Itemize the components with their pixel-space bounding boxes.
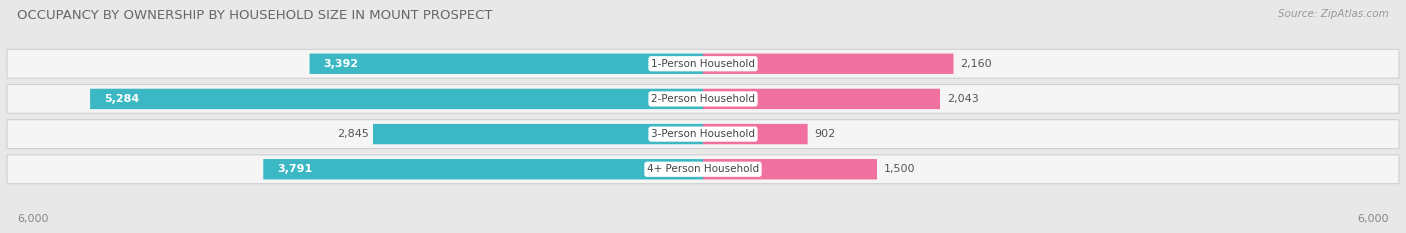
FancyBboxPatch shape: [263, 159, 703, 179]
FancyBboxPatch shape: [7, 155, 1399, 184]
Text: 2,043: 2,043: [946, 94, 979, 104]
Text: 902: 902: [814, 129, 835, 139]
Text: 2,845: 2,845: [337, 129, 368, 139]
Text: OCCUPANCY BY OWNERSHIP BY HOUSEHOLD SIZE IN MOUNT PROSPECT: OCCUPANCY BY OWNERSHIP BY HOUSEHOLD SIZE…: [17, 9, 492, 22]
FancyBboxPatch shape: [373, 124, 703, 144]
FancyBboxPatch shape: [7, 85, 1399, 113]
Text: 5,284: 5,284: [104, 94, 139, 104]
Text: 6,000: 6,000: [1358, 214, 1389, 224]
Text: 1-Person Household: 1-Person Household: [651, 59, 755, 69]
FancyBboxPatch shape: [309, 54, 703, 74]
Text: 2-Person Household: 2-Person Household: [651, 94, 755, 104]
FancyBboxPatch shape: [703, 89, 941, 109]
Text: Source: ZipAtlas.com: Source: ZipAtlas.com: [1278, 9, 1389, 19]
Text: 3-Person Household: 3-Person Household: [651, 129, 755, 139]
FancyBboxPatch shape: [703, 124, 807, 144]
FancyBboxPatch shape: [703, 54, 953, 74]
Text: 1,500: 1,500: [884, 164, 915, 174]
Text: 4+ Person Household: 4+ Person Household: [647, 164, 759, 174]
FancyBboxPatch shape: [90, 89, 703, 109]
FancyBboxPatch shape: [703, 159, 877, 179]
Text: 3,392: 3,392: [323, 59, 359, 69]
FancyBboxPatch shape: [7, 49, 1399, 78]
Text: 6,000: 6,000: [17, 214, 48, 224]
Text: 2,160: 2,160: [960, 59, 993, 69]
FancyBboxPatch shape: [7, 120, 1399, 148]
Text: 3,791: 3,791: [277, 164, 312, 174]
